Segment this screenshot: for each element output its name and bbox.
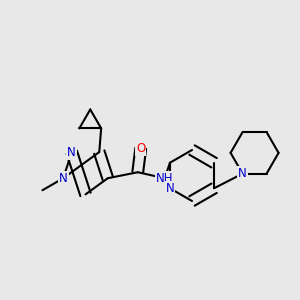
Text: NH: NH [156,172,173,185]
Text: N: N [68,146,76,159]
Text: N: N [59,172,68,185]
Text: N: N [238,167,247,180]
Text: N: N [166,182,174,195]
Text: O: O [136,142,146,155]
